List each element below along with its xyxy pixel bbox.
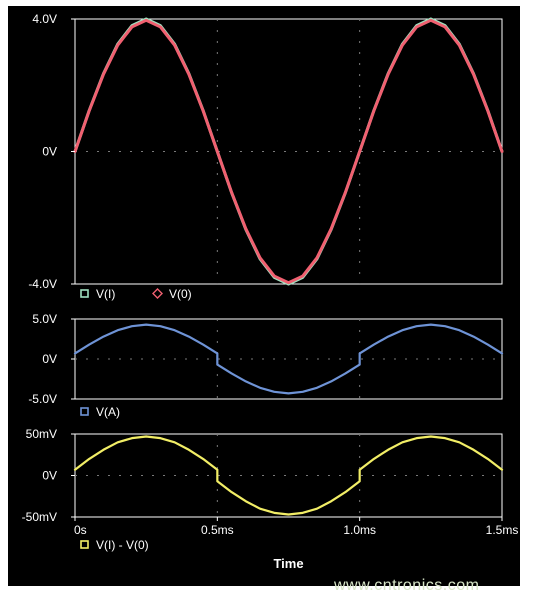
legend-diamond-marker [152,288,163,299]
legend-label: V(A) [96,405,120,419]
bottom-y-tick-label: -50mV [22,510,57,524]
bottom-trace-0 [73,435,504,516]
x-axis-title: Time [273,556,303,571]
middle-y-tick-label: 0V [42,352,57,366]
top-y-tick-label: 4.0V [32,12,57,26]
middle-panel-frame [74,318,503,400]
legend-square-marker [80,289,89,298]
waveform-traces [73,17,504,516]
legend-label: V(0) [169,287,192,301]
legend-square-marker [80,407,89,416]
x-tick-labels: 0s 0.5ms 1.0ms 1.5ms [74,517,518,537]
top-y-tick-label: -4.0V [28,277,57,291]
x-tick-label: 0s [74,523,87,537]
legends: V(I) V(0) V(A) V(I) - V(0) [80,287,192,552]
y-tick-labels: 4.0V 0V -4.0V 5.0V 0V -5.0V 50mV 0V -50mV [22,12,75,524]
grid-lines [75,19,502,517]
legend-square-marker [80,540,89,549]
bottom-panel-frame [74,433,503,518]
x-tick-label: 0.5ms [201,523,234,537]
top-trace-0 [73,17,504,286]
watermark-layer: www.cntronics.com [333,577,479,594]
legend-label: V(I) [96,287,115,301]
oscilloscope-screen: 4.0V 0V -4.0V 5.0V 0V -5.0V 50mV 0V -50mV 0s 0.5m… [8,6,520,586]
top-panel-frame [74,18,503,285]
top-trace-1 [73,18,504,285]
panel-frames [74,18,503,518]
middle-y-tick-label: -5.0V [28,392,57,406]
legend-label: V(I) - V(0) [96,538,149,552]
middle-y-tick-label: 5.0V [32,312,57,326]
x-tick-label: 1.0ms [343,523,376,537]
middle-trace-0 [73,323,504,395]
waveform-plot: 4.0V 0V -4.0V 5.0V 0V -5.0V 50mV 0V -50mV 0s 0.5m… [22,12,519,571]
x-tick-label: 1.5ms [486,523,519,537]
bottom-y-tick-label: 50mV [26,427,57,441]
top-y-tick-label: 0V [42,145,57,159]
bottom-y-tick-label: 0V [42,469,57,483]
watermark-text: www.cntronics.com [333,577,479,594]
